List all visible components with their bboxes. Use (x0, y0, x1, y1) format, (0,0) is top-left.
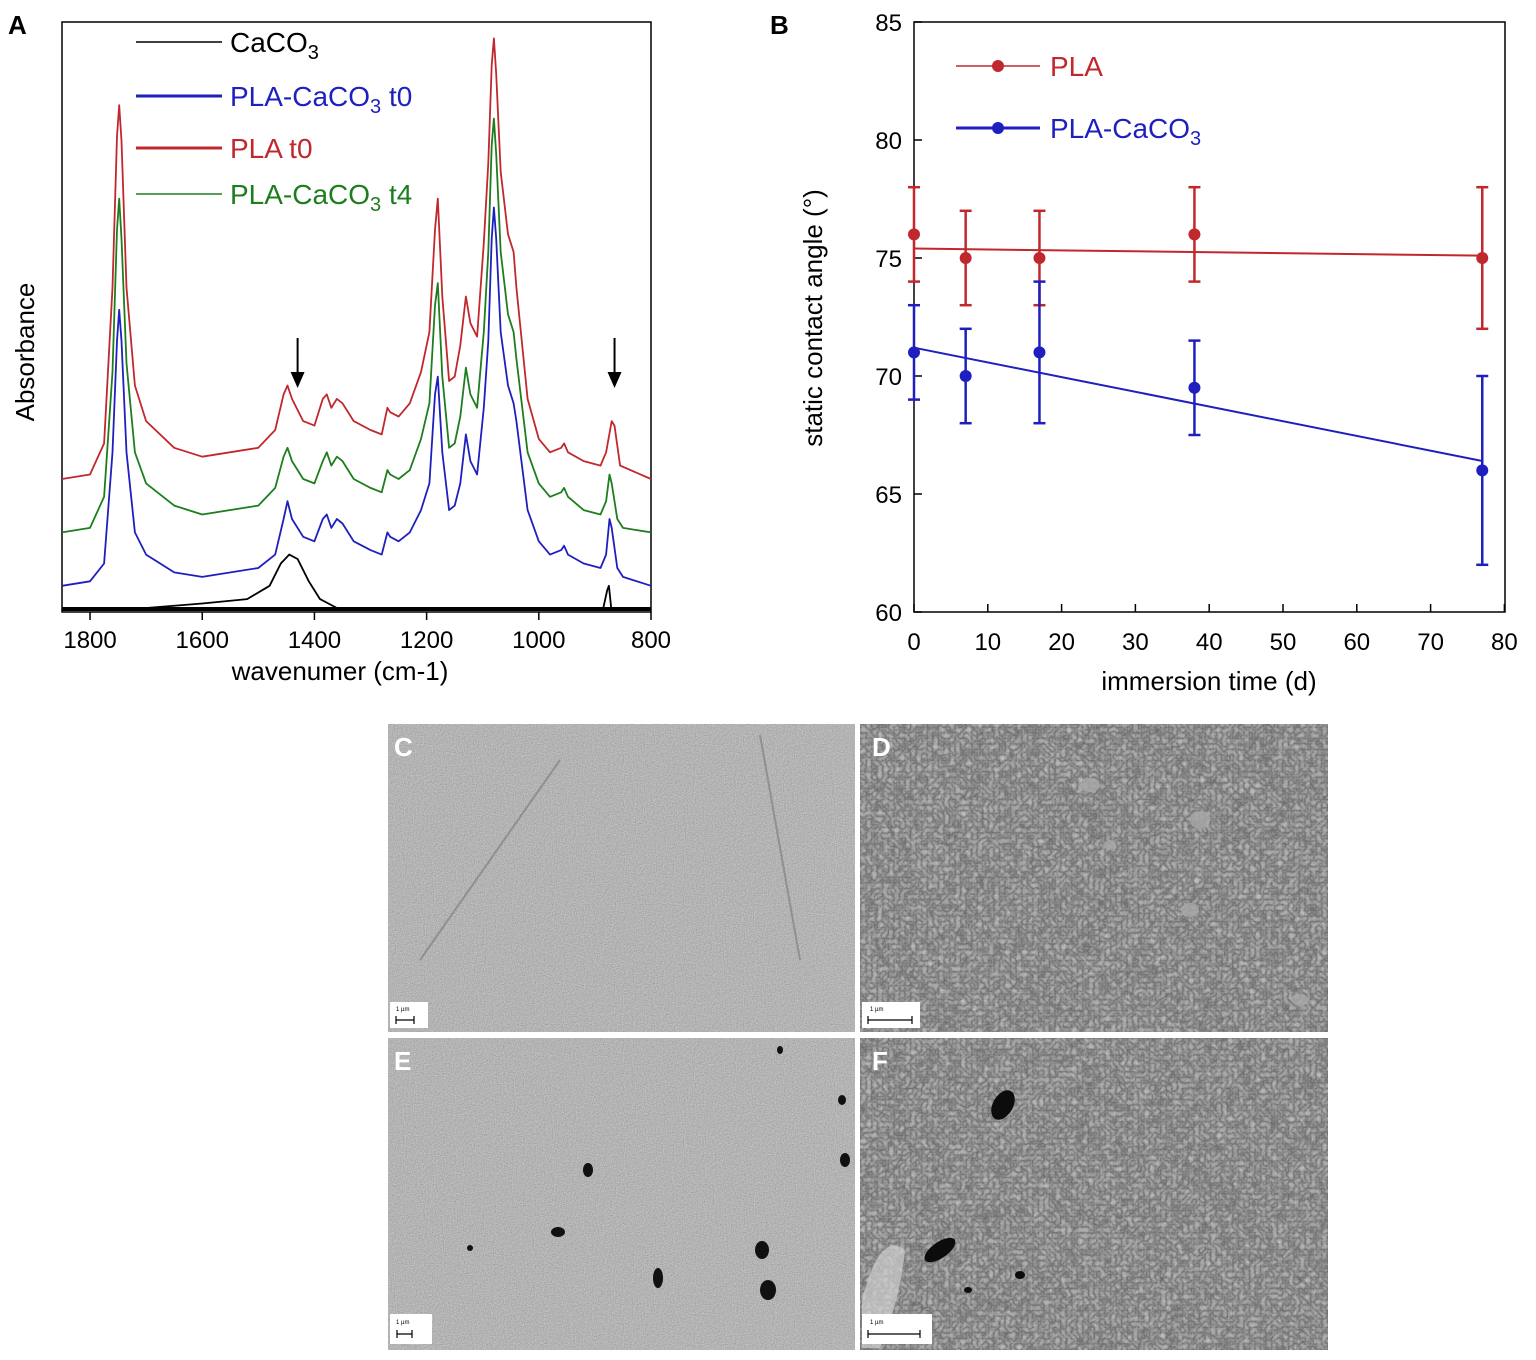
sem-d-letter: D (872, 732, 891, 762)
sem-d-scale-box (862, 1002, 920, 1028)
panel-b-point-pla-caco3-3 (1188, 381, 1201, 394)
panel-b-x-tick-label-0: 0 (907, 629, 920, 656)
panel-a-x-tick-label-1200: 1200 (400, 627, 453, 654)
panel-b-y-tick-label-85: 85 (875, 10, 902, 37)
panel-b-fit-line-pla (913, 247, 1483, 257)
panel-b-y-tick-label-75: 75 (875, 246, 902, 273)
panel-a-series-pla-caco3-t0 (61, 206, 652, 587)
panel-b-point-pla-0 (908, 228, 920, 241)
panel-a-x-axis-label: wavenumer (cm-1) (231, 656, 449, 686)
panel-b-x-tick-label-60: 60 (1343, 629, 1370, 656)
panel-a-legend: CaCO3 PLA-CaCO3 t0 PLA t0 PLA-CaCO3 t4 (136, 27, 412, 216)
sem-d-scale-label: 1 µm (870, 1007, 883, 1013)
sem-c-scale-label: 1 µm (396, 1007, 409, 1013)
panel-a-legend-label-3: PLA-CaCO3 t4 (230, 179, 412, 216)
panel-b-point-pla-3 (1188, 228, 1201, 241)
sem-image-grid: C 1 µm D 1 µm (388, 724, 1328, 1350)
panel-b-y-tick-label-65: 65 (875, 482, 902, 509)
panel-b-x-axis-label: immersion time (d) (1101, 666, 1316, 696)
panel-a-plot-frame (61, 21, 652, 613)
panel-b-x-tick-label-80: 80 (1491, 629, 1518, 656)
panel-a-legend-label-1: PLA-CaCO3 t0 (230, 81, 412, 118)
sem-c-scratches (419, 734, 801, 961)
sem-f-scale-box (862, 1314, 932, 1344)
panel-b-point-pla-caco3-0 (908, 346, 920, 359)
panel-b-point-pla-caco3-1 (959, 370, 972, 382)
panel-b-x-tick-label-30: 30 (1122, 629, 1149, 656)
panel-b-letter: B (770, 10, 789, 40)
sem-f-scale-label: 1 µm (870, 1320, 883, 1326)
panel-b-contact-angle-chart: B 0 10 20 30 40 50 60 70 80 60 65 70 75 80 85 PLA PLA-C… (770, 10, 1518, 696)
panel-a-y-axis-label: Absorbance (10, 283, 40, 422)
sem-c-scale-bar (395, 1016, 415, 1024)
panel-a-x-tick-label-1400: 1400 (288, 627, 341, 654)
panel-b-x-tick-label-10: 10 (974, 629, 1001, 656)
panel-b-x-tick-label-20: 20 (1048, 629, 1075, 656)
panel-b-legend: PLA PLA-CaCO3 (956, 51, 1201, 150)
panel-b-x-tick-label-50: 50 (1270, 629, 1297, 656)
sem-c-letter: C (394, 732, 413, 762)
panel-b-fit-line-pla-caco3 (913, 346, 1483, 462)
panel-b-legend-label-0: PLA (1050, 51, 1103, 82)
panel-a-series-pla-caco3-t4 (61, 117, 652, 534)
panel-a-series-pla-t0 (61, 37, 652, 480)
panel-a-series-group (61, 37, 652, 611)
sem-e-scale-label: 1 µm (396, 1320, 409, 1326)
panel-b-legend-marker-1 (992, 122, 1004, 134)
sem-f-scale-bar (867, 1330, 921, 1338)
sem-e-texture (388, 1038, 855, 1350)
panel-a-x-tick-label-800: 800 (631, 627, 671, 654)
panel-b-point-pla-1 (959, 252, 972, 264)
sem-e-pores (467, 1046, 850, 1300)
panel-b-y-tick-label-60: 60 (875, 600, 902, 627)
sem-d-scale-bar (867, 1016, 913, 1024)
sem-horizontal-divider (388, 1032, 1328, 1038)
sem-image-c: C 1 µm (388, 724, 855, 1032)
panel-a-x-ticks: 1800 1600 1400 1200 1000 800 (63, 612, 671, 654)
panel-a-x-tick-label-1600: 1600 (176, 627, 229, 654)
sem-f-pores (924, 1090, 1025, 1293)
sem-d-particles (1080, 778, 1308, 1006)
panel-b-point-pla-4 (1476, 252, 1489, 264)
panel-b-ticks: 0 10 20 30 40 50 60 70 80 60 65 70 75 80 85 (875, 10, 1517, 656)
sem-image-f: F 1 µm (860, 1038, 1328, 1350)
panel-a-series-caco3 (62, 553, 651, 609)
panel-a-arrows (290, 338, 622, 388)
sem-f-texture (860, 1038, 1328, 1350)
panel-b-point-pla-2 (1033, 252, 1046, 264)
panel-b-y-tick-label-70: 70 (875, 364, 902, 391)
panel-b-point-pla-caco3-4 (1476, 464, 1489, 477)
panel-b-x-tick-label-40: 40 (1196, 629, 1223, 656)
panel-a-legend-label-0: CaCO3 (230, 27, 319, 64)
panel-b-series-group (908, 185, 1489, 567)
panel-a-x-tick-label-1000: 1000 (512, 627, 565, 654)
panel-b-legend-marker-0 (992, 60, 1004, 72)
panel-b-x-tick-label-70: 70 (1417, 629, 1444, 656)
sem-image-d: D 1 µm (860, 724, 1328, 1032)
panel-b-legend-label-1: PLA-CaCO3 (1050, 113, 1201, 150)
panel-a-x-tick-label-1800: 1800 (63, 627, 116, 654)
panel-b-plot-frame (913, 21, 1506, 613)
panel-a-legend-label-2: PLA t0 (230, 133, 313, 164)
panel-a-arrow-head-1 (607, 372, 622, 388)
sem-e-scale-box (390, 1314, 432, 1344)
panel-a-arrow-head-0 (290, 372, 305, 388)
sem-image-e: E 1 µm (388, 1038, 855, 1350)
panel-b-y-axis-label: static contact angle (°) (798, 189, 828, 447)
sem-f-letter: F (872, 1046, 888, 1076)
sem-e-letter: E (394, 1046, 411, 1076)
sem-c-texture (388, 724, 855, 1032)
panel-a-letter: A (8, 10, 27, 40)
panel-a-spectra-chart: A 1800 1600 1400 1200 1000 800 CaCO3 PLA-CaCO3… (8, 10, 671, 686)
panel-b-point-pla-caco3-2 (1033, 346, 1046, 359)
panel-b-y-tick-label-80: 80 (875, 128, 902, 155)
sem-c-scale-box (390, 1002, 428, 1028)
sem-e-scale-bar (396, 1330, 413, 1338)
sem-d-texture (860, 724, 1328, 1032)
